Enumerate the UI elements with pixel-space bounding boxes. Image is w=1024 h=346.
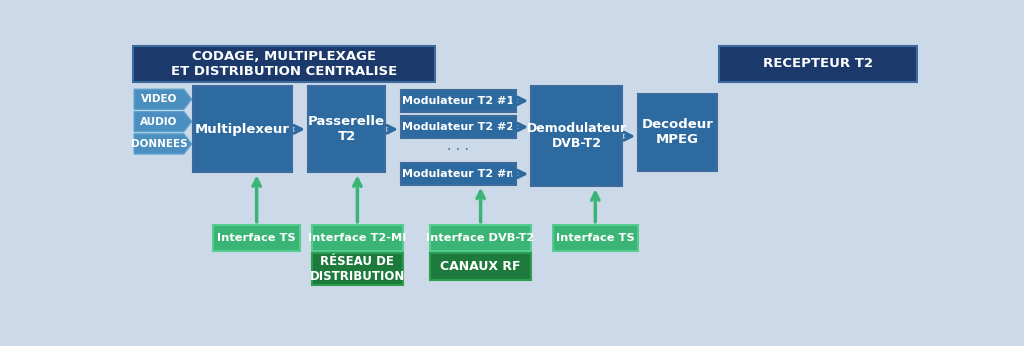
Bar (194, 86, 292, 172)
Bar (308, 86, 385, 172)
Text: Interface T2-MI: Interface T2-MI (308, 233, 407, 243)
Text: VIDEO: VIDEO (141, 94, 177, 104)
Text: Interface TS: Interface TS (556, 233, 635, 243)
Text: Modulateur T2 #1: Modulateur T2 #1 (402, 96, 514, 106)
Polygon shape (134, 112, 191, 131)
Text: Interface TS: Interface TS (217, 233, 296, 243)
Bar (638, 94, 717, 171)
Text: Modulateur T2 #2: Modulateur T2 #2 (402, 122, 514, 132)
Text: CODAGE, MULTIPLEXAGE
ET DISTRIBUTION CENTRALISE: CODAGE, MULTIPLEXAGE ET DISTRIBUTION CEN… (171, 50, 397, 78)
Text: RECEPTEUR T2: RECEPTEUR T2 (763, 57, 872, 70)
Polygon shape (134, 89, 191, 109)
Bar (531, 86, 623, 186)
Text: Passerelle
T2: Passerelle T2 (308, 115, 385, 143)
Bar (430, 253, 531, 280)
Bar (430, 225, 531, 251)
Bar (553, 225, 638, 251)
Bar (400, 90, 515, 112)
Polygon shape (134, 134, 191, 154)
Text: RÉSEAU DE
DISTRIBUTION: RÉSEAU DE DISTRIBUTION (309, 255, 406, 283)
Bar (311, 253, 403, 285)
Bar (213, 225, 300, 251)
Bar (400, 116, 515, 138)
Bar (400, 163, 515, 185)
Text: · · ·: · · · (447, 144, 469, 157)
Text: Modulateur T2 #n: Modulateur T2 #n (402, 169, 514, 179)
Bar (311, 225, 403, 251)
Bar (133, 46, 435, 82)
Bar (719, 46, 916, 82)
Text: Demodulateur
DVB-T2: Demodulateur DVB-T2 (526, 122, 627, 150)
Text: CANAUX RF: CANAUX RF (440, 260, 521, 273)
Text: Interface DVB-T2: Interface DVB-T2 (427, 233, 535, 243)
Text: AUDIO: AUDIO (140, 117, 178, 127)
Text: Multiplexeur: Multiplexeur (196, 123, 290, 136)
Text: DONNEES: DONNEES (131, 139, 187, 149)
Text: Decodeur
MPEG: Decodeur MPEG (642, 118, 714, 146)
